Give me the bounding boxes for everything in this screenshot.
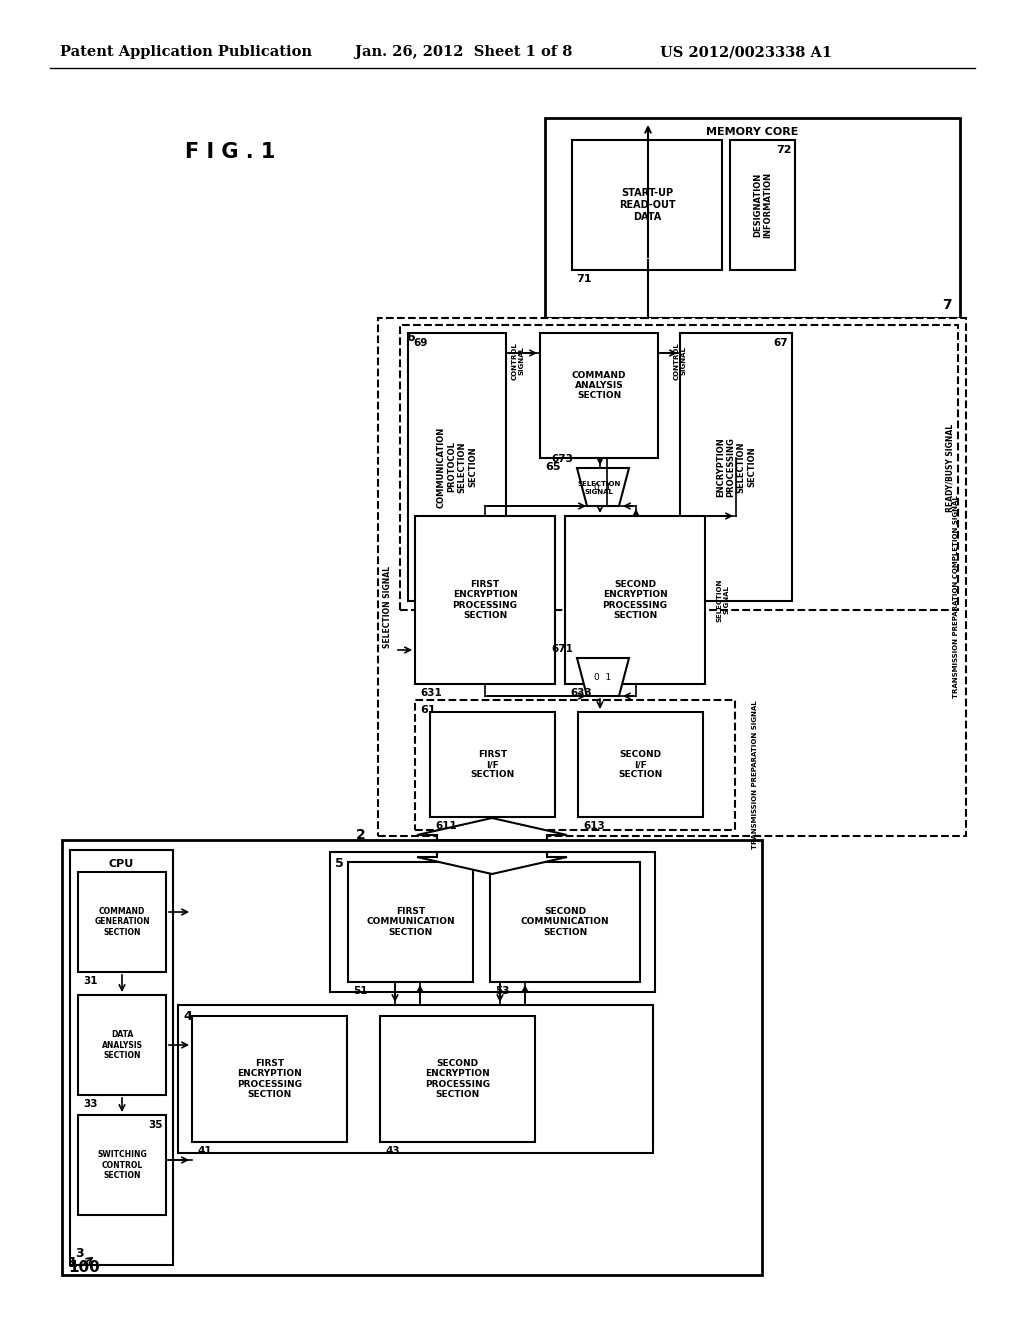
Text: F I G . 1: F I G . 1 <box>185 143 275 162</box>
Text: 5: 5 <box>335 857 344 870</box>
Text: 69: 69 <box>413 338 427 348</box>
Text: Patent Application Publication: Patent Application Publication <box>60 45 312 59</box>
Text: FIRST
COMMUNICATION
SECTION: FIRST COMMUNICATION SECTION <box>367 907 455 937</box>
Text: DESIGNATION
INFORMATION: DESIGNATION INFORMATION <box>753 172 772 238</box>
Bar <box>78 995 166 1096</box>
Polygon shape <box>577 657 629 696</box>
Bar <box>380 1016 535 1142</box>
Text: MEMORY CORE: MEMORY CORE <box>707 127 799 137</box>
Bar <box>730 140 795 271</box>
Text: FIRST
ENCRYPTION
PROCESSING
SECTION: FIRST ENCRYPTION PROCESSING SECTION <box>453 579 517 620</box>
Bar <box>572 140 722 271</box>
Polygon shape <box>577 469 629 506</box>
Text: 31: 31 <box>83 975 97 986</box>
Text: SECOND
ENCRYPTION
PROCESSING
SECTION: SECOND ENCRYPTION PROCESSING SECTION <box>425 1059 490 1100</box>
Text: 100: 100 <box>68 1259 99 1275</box>
Text: TRANSMISSION PREPARATION SIGNAL: TRANSMISSION PREPARATION SIGNAL <box>752 701 758 849</box>
Text: 671: 671 <box>551 644 573 653</box>
Text: Jan. 26, 2012  Sheet 1 of 8: Jan. 26, 2012 Sheet 1 of 8 <box>355 45 572 59</box>
Bar <box>78 1115 166 1214</box>
Bar <box>680 333 792 601</box>
Bar <box>178 1005 653 1152</box>
Text: SECOND
ENCRYPTION
PROCESSING
SECTION: SECOND ENCRYPTION PROCESSING SECTION <box>602 579 668 620</box>
Bar <box>348 862 473 982</box>
Text: SECOND
I/F
SECTION: SECOND I/F SECTION <box>618 750 663 779</box>
Text: 43: 43 <box>385 1146 399 1156</box>
Text: 53: 53 <box>495 986 510 997</box>
Text: 0  1: 0 1 <box>594 672 611 681</box>
Bar <box>78 873 166 972</box>
Text: DATA
ANALYSIS
SECTION: DATA ANALYSIS SECTION <box>101 1030 142 1060</box>
Text: 33: 33 <box>83 1100 97 1109</box>
Text: 65: 65 <box>545 462 560 473</box>
Text: 51: 51 <box>353 986 368 997</box>
Text: 0  1: 0 1 <box>594 483 611 491</box>
Bar <box>565 516 705 684</box>
Bar <box>408 333 506 601</box>
Text: COMMUNICATION
PROTOCOL
SELECTION
SECTION: COMMUNICATION PROTOCOL SELECTION SECTION <box>437 426 477 508</box>
Text: TRANSMISSION PREPARATION COMPLETION SIGNAL: TRANSMISSION PREPARATION COMPLETION SIGN… <box>953 495 959 698</box>
Bar <box>415 516 555 684</box>
Bar <box>400 325 958 610</box>
Bar <box>330 851 655 993</box>
Text: 71: 71 <box>575 275 592 284</box>
Bar <box>62 840 762 1275</box>
Bar <box>193 1016 347 1142</box>
Text: US 2012/0023338 A1: US 2012/0023338 A1 <box>660 45 833 59</box>
Text: START-UP
READ-OUT
DATA: START-UP READ-OUT DATA <box>618 189 675 222</box>
Text: 35: 35 <box>148 1119 163 1130</box>
Text: SELECTION
SIGNAL: SELECTION SIGNAL <box>578 482 621 495</box>
Text: CONTROL
SIGNAL: CONTROL SIGNAL <box>674 342 686 380</box>
Text: 673: 673 <box>551 454 573 465</box>
Text: 6: 6 <box>406 331 415 345</box>
Text: 611: 611 <box>435 821 457 832</box>
Bar <box>378 318 966 836</box>
Text: SELECTION
SIGNAL: SELECTION SIGNAL <box>717 578 729 622</box>
Text: 61: 61 <box>420 705 435 715</box>
Text: 72: 72 <box>776 145 792 154</box>
Text: 1: 1 <box>67 1257 77 1270</box>
Text: 2: 2 <box>356 828 366 842</box>
Bar <box>545 117 961 318</box>
Text: CPU: CPU <box>109 859 134 869</box>
Polygon shape <box>417 818 567 840</box>
Bar <box>540 333 658 458</box>
Text: 4: 4 <box>183 1010 191 1023</box>
Text: SWITCHING
CONTROL
SECTION: SWITCHING CONTROL SECTION <box>97 1150 146 1180</box>
Text: COMMAND
ANALYSIS
SECTION: COMMAND ANALYSIS SECTION <box>571 371 627 400</box>
Text: COMMAND
GENERATION
SECTION: COMMAND GENERATION SECTION <box>94 907 150 937</box>
Text: SECOND
COMMUNICATION
SECTION: SECOND COMMUNICATION SECTION <box>520 907 609 937</box>
Text: FIRST
I/F
SECTION: FIRST I/F SECTION <box>470 750 515 779</box>
Text: FIRST
ENCRYPTION
PROCESSING
SECTION: FIRST ENCRYPTION PROCESSING SECTION <box>237 1059 302 1100</box>
Text: 41: 41 <box>197 1146 212 1156</box>
Bar <box>578 711 703 817</box>
Text: SELECTION SIGNAL: SELECTION SIGNAL <box>384 566 392 648</box>
Polygon shape <box>417 851 567 874</box>
Bar <box>70 850 173 1265</box>
Text: 67: 67 <box>773 338 788 348</box>
Text: 633: 633 <box>570 688 592 698</box>
Text: 7: 7 <box>942 298 952 312</box>
Text: 3: 3 <box>75 1247 84 1261</box>
Text: CONTROL
SIGNAL: CONTROL SIGNAL <box>512 342 524 380</box>
Bar <box>415 700 735 830</box>
Text: 631: 631 <box>420 688 441 698</box>
Bar <box>490 862 640 982</box>
Bar <box>430 711 555 817</box>
Text: ENCRYPTION
PROCESSING
SELECTION
SECTION: ENCRYPTION PROCESSING SELECTION SECTION <box>716 437 756 496</box>
Text: 613: 613 <box>583 821 605 832</box>
Text: READY/BUSY SIGNAL: READY/BUSY SIGNAL <box>945 424 954 512</box>
